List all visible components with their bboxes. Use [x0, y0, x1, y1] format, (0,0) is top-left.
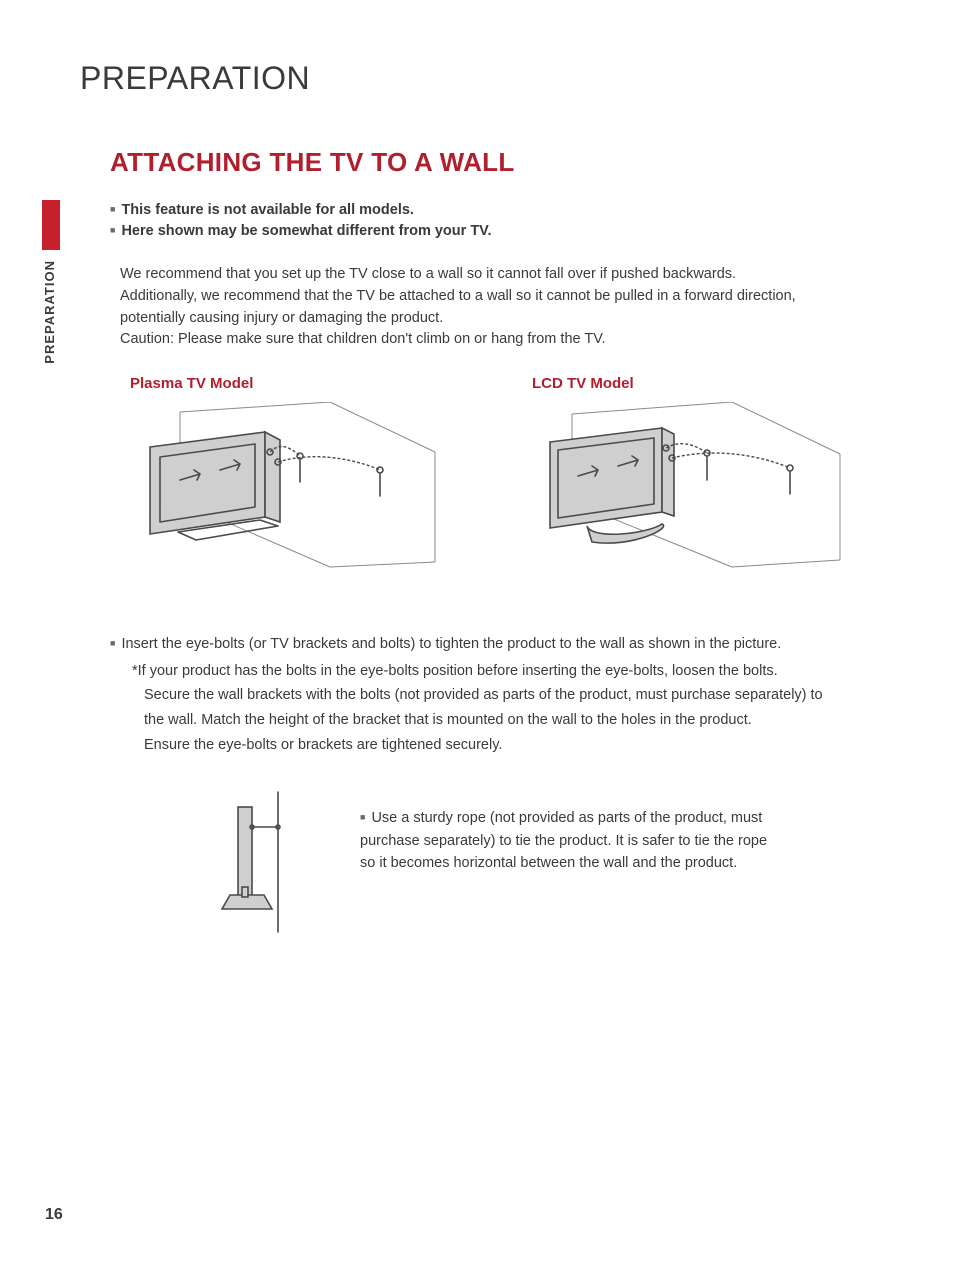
- instr-lead: Insert the eye-bolts (or TV brackets and…: [110, 636, 781, 652]
- side-tab-accent: [42, 200, 60, 250]
- side-tab: PREPARATION: [42, 200, 62, 380]
- page-number: 16: [45, 1206, 63, 1224]
- plasma-title: Plasma TV Model: [130, 375, 492, 392]
- body-paragraph: We recommend that you set up the TV clos…: [120, 264, 874, 351]
- note-line-1: This feature is not available for all mo…: [110, 200, 894, 221]
- note-line-2: Here shown may be somewhat different fro…: [110, 221, 894, 242]
- instructions: Insert the eye-bolts (or TV brackets and…: [110, 632, 864, 757]
- body-line-4: Caution: Please make sure that children …: [120, 329, 874, 351]
- instr-c2: the wall. Match the height of the bracke…: [144, 708, 864, 733]
- instr-c1: Secure the wall brackets with the bolts …: [144, 683, 864, 708]
- instr-star: *If your product has the bolts in the ey…: [132, 659, 864, 684]
- rope-text: Use a sturdy rope (not provided as parts…: [360, 807, 780, 874]
- instr-c3: Ensure the eye-bolts or brackets are tig…: [144, 733, 864, 758]
- section-title: ATTACHING THE TV TO A WALL: [110, 147, 894, 178]
- side-diagram: [200, 787, 300, 937]
- rope-row: Use a sturdy rope (not provided as parts…: [200, 787, 894, 937]
- side-tab-label: PREPARATION: [42, 260, 57, 364]
- plasma-diagram: [130, 402, 440, 572]
- page: PREPARATION PREPARATION ATTACHING THE TV…: [0, 0, 954, 1272]
- body-line-3: potentially causing injury or damaging t…: [120, 308, 874, 330]
- models-row: Plasma TV Model: [130, 375, 894, 572]
- plasma-model: Plasma TV Model: [130, 375, 492, 572]
- body-line-2: Additionally, we recommend that the TV b…: [120, 286, 874, 308]
- notes-block: This feature is not available for all mo…: [110, 200, 894, 242]
- lcd-diagram: [532, 402, 842, 572]
- lcd-model: LCD TV Model: [532, 375, 894, 572]
- lcd-title: LCD TV Model: [532, 375, 894, 392]
- body-line-1: We recommend that you set up the TV clos…: [120, 264, 874, 286]
- main-title: PREPARATION: [80, 60, 894, 97]
